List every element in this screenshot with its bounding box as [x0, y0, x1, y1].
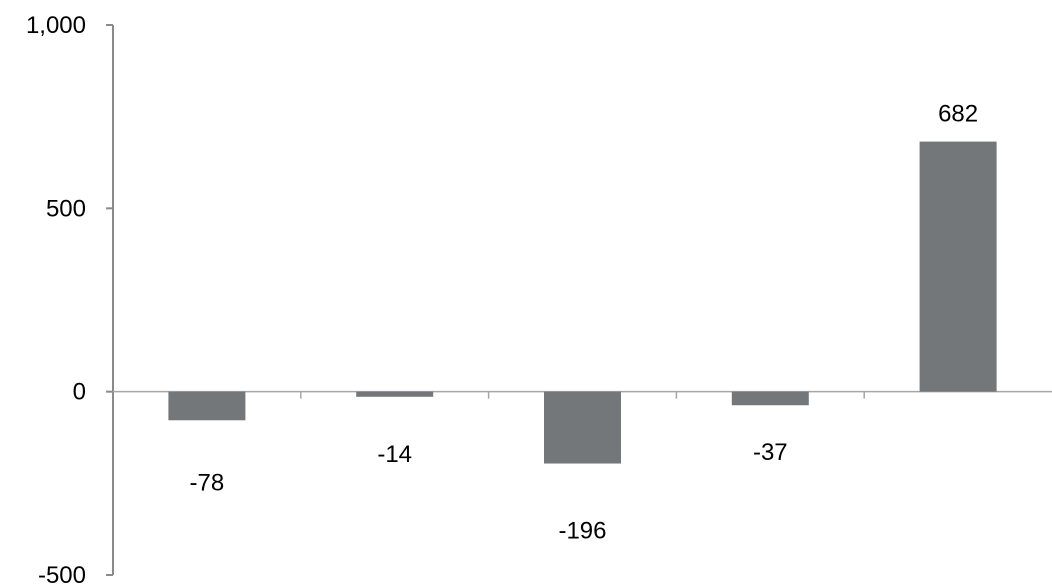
bar — [544, 391, 621, 464]
bar-data-label: -14 — [377, 441, 412, 468]
bar — [919, 141, 997, 392]
bar-data-label: -196 — [558, 518, 606, 545]
bar — [356, 391, 434, 397]
bar — [168, 391, 246, 421]
y-tick-label: 500 — [46, 195, 86, 222]
x-axis-category-ticks — [300, 391, 865, 399]
data-labels: -78 -14 -196 -37 682 — [190, 101, 979, 545]
bars — [168, 141, 997, 464]
bar-data-label: -37 — [753, 439, 788, 466]
bar — [731, 391, 809, 406]
bar-data-label: -78 — [190, 469, 225, 496]
y-axis: 1,000 500 0 -500 — [26, 12, 1052, 587]
y-tick-label: 0 — [73, 379, 86, 406]
y-tick-label: -500 — [38, 562, 86, 587]
y-tick-label: 1,000 — [26, 12, 86, 39]
bar-data-label: 682 — [938, 101, 978, 128]
